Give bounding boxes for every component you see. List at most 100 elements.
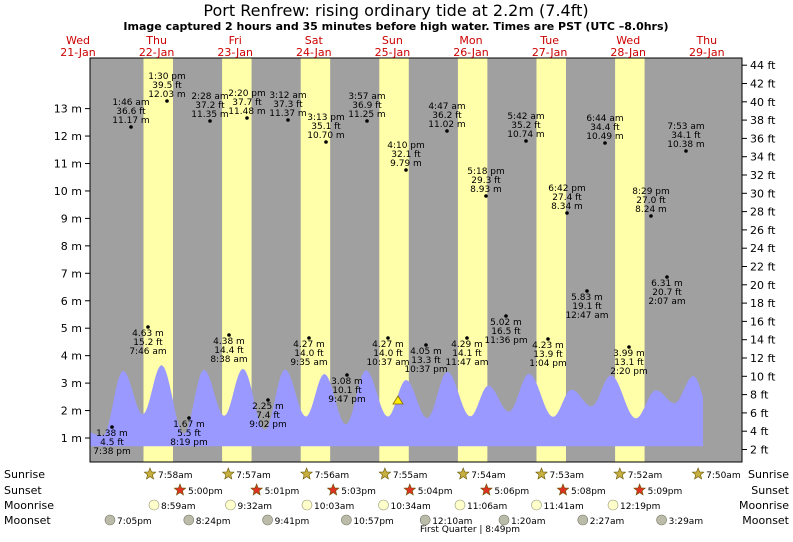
daylight-band	[536, 58, 566, 462]
tide-event-dot	[524, 139, 528, 143]
right-tick-label: 24 ft	[750, 242, 776, 255]
sunrise-time: 7:52am	[628, 471, 663, 481]
right-tick-label: 12 ft	[750, 352, 776, 365]
tide-event-label: 8.24 m	[635, 205, 667, 215]
sunrise-time: 7:50am	[706, 471, 741, 481]
sunrise-time: 7:54am	[471, 471, 506, 481]
astro-rows: Sunrise Sunrise Sunset Sunset Moonrise Moonri…	[4, 467, 790, 527]
tide-event-label: 1:04 pm	[529, 359, 567, 369]
tide-event-dot	[324, 140, 328, 144]
tide-event-label: 3:12 am	[269, 91, 306, 101]
tide-event-dot	[504, 314, 508, 318]
sunset-time: 5:04pm	[418, 487, 453, 497]
tide-event-label: 8:29 pm	[632, 187, 670, 197]
moonset-icon	[104, 514, 116, 526]
left-tick-label: 7 m	[61, 267, 82, 280]
tide-event-dot	[484, 194, 488, 198]
sunrise-icon	[613, 467, 627, 480]
tide-event-label: 20.7 ft	[652, 288, 682, 298]
day-date: 28-Jan	[610, 46, 646, 59]
tide-event-label: 35.1 ft	[311, 122, 341, 132]
current-tide-marker	[392, 395, 404, 405]
day-weekday: Thu	[695, 34, 717, 47]
left-tick-label: 6 m	[61, 295, 82, 308]
tide-event-dot	[345, 373, 349, 377]
moonrise-icon	[301, 499, 313, 511]
tide-event-label: 5:18 pm	[467, 167, 505, 177]
tide-event-dot	[546, 337, 550, 341]
sunset-icon	[173, 483, 187, 496]
sunrise-icon	[143, 467, 157, 480]
right-tick-label: 20 ft	[750, 279, 776, 292]
tide-event-label: 10.38 m	[667, 140, 704, 150]
sunrise-time: 7:53am	[550, 471, 585, 481]
day-weekday: Wed	[66, 34, 90, 47]
sunset-icon	[250, 483, 264, 496]
tide-event-label: 8.93 m	[470, 185, 502, 195]
sunset-time: 5:06pm	[494, 487, 529, 497]
tide-event-dot	[286, 118, 290, 122]
moonrise-time: 9:32am	[238, 502, 273, 512]
left-tick-label: 12 m	[54, 130, 82, 143]
moonrise-icon	[607, 499, 619, 511]
moonrise-time: 10:03am	[314, 502, 354, 512]
left-tick-label: 4 m	[61, 350, 82, 363]
moonrise-time: 11:06am	[467, 502, 507, 512]
tide-event-label: 14.1 ft	[452, 349, 482, 359]
sunrise-time: 7:56am	[315, 471, 350, 481]
tide-event-label: 2:20 pm	[228, 89, 266, 99]
tide-event-label: 13.3 ft	[411, 356, 441, 366]
tide-event-label: 11:47 am	[445, 358, 488, 368]
tide-event-label: 5.02 m	[490, 318, 522, 328]
moon-phase-label: First Quarter | 8:49pm	[420, 525, 520, 535]
right-tick-label: 28 ft	[750, 206, 776, 219]
tide-event-label: 6:42 pm	[548, 184, 586, 194]
moonset-time: 10:57pm	[353, 517, 393, 527]
sunset-icon	[326, 483, 340, 496]
tide-event-dot	[129, 125, 133, 129]
tide-event-dot	[307, 336, 311, 340]
day-weekday: Mon	[459, 34, 482, 47]
chart-subtitle: Image captured 2 hours and 35 minutes be…	[123, 20, 668, 33]
right-tick-label: 8 ft	[750, 389, 769, 402]
tide-event-label: 13.9 ft	[533, 350, 563, 360]
tide-event-dot	[684, 149, 688, 153]
moonset-icon	[262, 514, 273, 526]
row-label-right: Sunrise	[748, 468, 789, 481]
chart-title: Port Renfrew: rising ordinary tide at 2.…	[203, 1, 588, 20]
day-date: 25-Jan	[375, 46, 411, 59]
moonset-time: 7:05pm	[117, 517, 152, 527]
tide-event-label: 10.74 m	[507, 130, 544, 140]
tide-event-label: 29.3 ft	[471, 176, 501, 186]
tide-event-label: 4.29 m	[451, 340, 483, 350]
sunset-time: 5:01pm	[265, 487, 300, 497]
left-tick-label: 3 m	[61, 377, 82, 390]
tide-event-label: 8:19 pm	[170, 438, 208, 448]
tide-event-label: 7:53 am	[667, 122, 704, 132]
right-tick-label: 22 ft	[750, 261, 776, 274]
sunset-icon	[556, 483, 570, 496]
row-label-left: Sunset	[4, 484, 42, 497]
left-tick-label: 10 m	[54, 185, 82, 198]
tide-event-dot	[603, 141, 607, 145]
tide-event-label: 4.5 ft	[100, 438, 124, 448]
right-tick-label: 2 ft	[750, 444, 769, 457]
sunset-icon	[633, 483, 647, 496]
row-label-right: Sunset	[751, 484, 789, 497]
sunrise-icon	[300, 467, 314, 480]
row-label-right: Moonrise	[739, 499, 789, 512]
tide-event-label: 10.70 m	[307, 131, 344, 141]
moonrise-time: 8:59am	[161, 502, 196, 512]
tide-event-dot	[585, 289, 589, 293]
tide-event-label: 14.4 ft	[214, 346, 244, 356]
tide-event-label: 27.0 ft	[636, 196, 666, 206]
tide-event-label: 11.17 m	[112, 116, 149, 126]
tide-event-label: 10:37 am	[366, 358, 409, 368]
sunrise-icon	[221, 467, 235, 480]
tide-event-dot	[565, 211, 569, 215]
right-tick-label: 6 ft	[750, 407, 769, 420]
day-date: 23-Jan	[217, 46, 253, 59]
tide-event-label: 4.38 m	[213, 337, 245, 347]
left-tick-label: 1 m	[61, 432, 82, 445]
